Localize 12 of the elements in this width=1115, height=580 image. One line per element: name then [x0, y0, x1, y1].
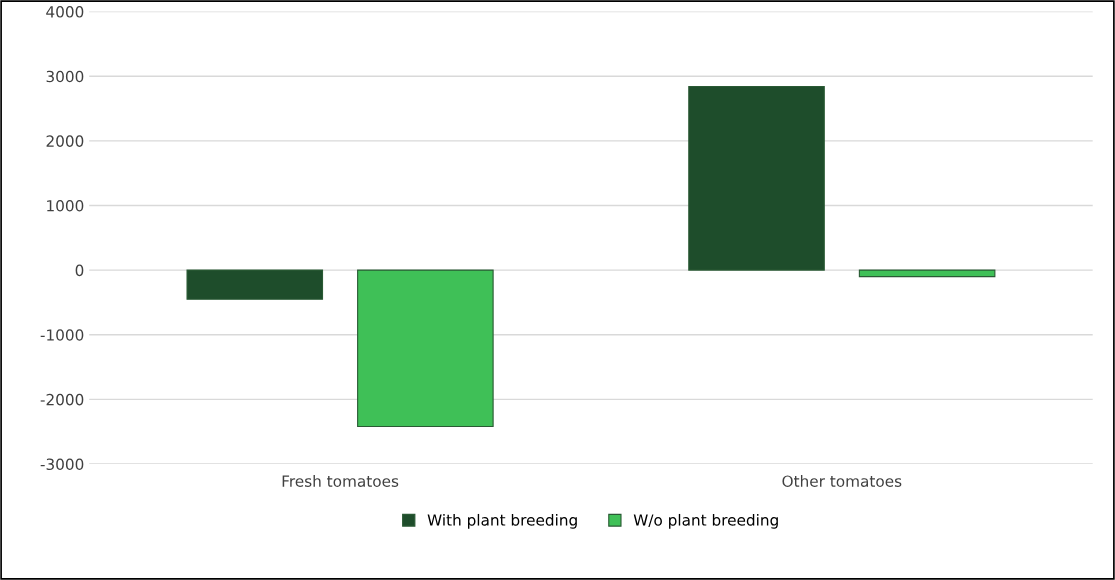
y-tick-label: 1000: [47, 199, 84, 212]
y-tick-label: -1000: [40, 329, 84, 341]
x-tick-label: Other tomatoes: [782, 475, 902, 487]
y-tick-label: -2000: [40, 393, 84, 406]
y-tick-label: 3000: [46, 70, 84, 83]
legend-label: W/o plant breeding: [633, 513, 778, 529]
x-tick-label: Fresh tomatoes: [282, 475, 399, 487]
y-tick-label: 2000: [46, 135, 84, 147]
legend-label: With plant breeding: [427, 513, 577, 529]
y-tick-label: 0: [75, 264, 84, 277]
y-tick-label: -3000: [40, 458, 84, 471]
y-tick-label: 4000: [46, 6, 84, 18]
